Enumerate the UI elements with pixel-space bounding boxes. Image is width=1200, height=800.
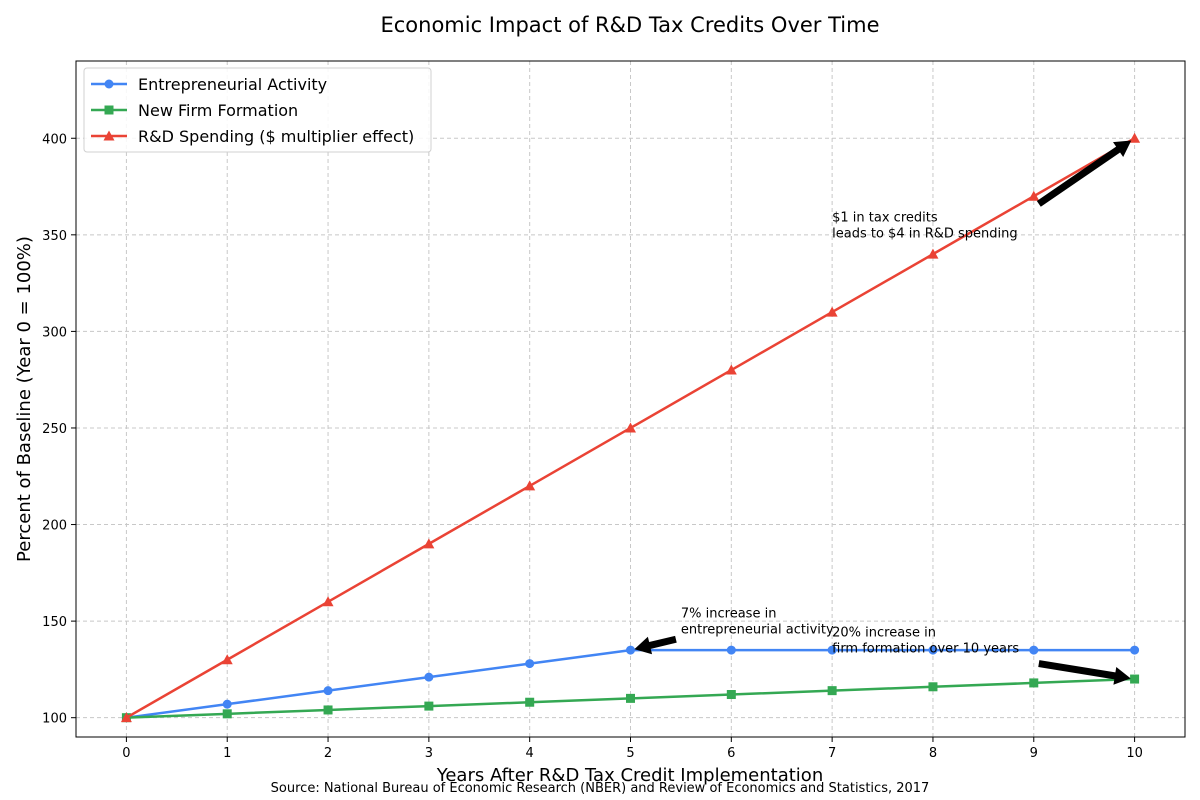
y-tick-label: 250 [42, 422, 67, 437]
data-point [626, 693, 635, 703]
data-point [424, 672, 434, 682]
x-tick-label: 0 [122, 746, 130, 761]
legend-item: Entrepreneurial Activity [91, 75, 327, 94]
source-note: Source: National Bureau of Economic Rese… [271, 781, 930, 796]
legend-label: New Firm Formation [138, 101, 298, 120]
data-point [323, 705, 333, 715]
data-point [1130, 645, 1140, 655]
data-point [525, 697, 535, 707]
data-point [1130, 674, 1140, 684]
data-point [221, 654, 233, 665]
x-tick-label: 9 [1030, 746, 1038, 761]
annotation-arrow [1036, 140, 1132, 207]
legend-item: R&D Spending ($ multiplier effect) [91, 127, 414, 146]
legend-box [83, 67, 432, 153]
x-tick-label: 2 [324, 746, 332, 761]
legend-label: Entrepreneurial Activity [138, 75, 327, 94]
annotation-text: 20% increase in [832, 626, 936, 641]
data-point [524, 480, 536, 491]
data-point [1029, 645, 1039, 655]
annotation-text: leads to $4 in R&D spending [832, 226, 1018, 241]
x-tick-label: 5 [626, 746, 634, 761]
y-tick-label: 350 [42, 229, 67, 244]
data-point [827, 686, 837, 696]
data-point [222, 699, 232, 709]
data-point [725, 364, 737, 375]
legend: Entrepreneurial Activity New Firm Formati… [83, 67, 432, 153]
y-tick-label: 400 [42, 132, 67, 147]
y-axis-label: Percent of Baseline (Year 0 = 100%) [14, 236, 35, 562]
x-tick-label: 7 [828, 746, 836, 761]
x-tick-label: 1 [223, 746, 231, 761]
series [120, 132, 1141, 723]
legend-label: R&D Spending ($ multiplier effect) [138, 127, 414, 146]
x-tick-label: 3 [425, 746, 433, 761]
data-point [1129, 132, 1141, 143]
data-point [827, 645, 837, 655]
y-tick-label: 100 [42, 712, 67, 727]
data-point [424, 701, 434, 711]
y-tick-label: 300 [42, 325, 67, 340]
data-point [423, 538, 435, 549]
data-point [525, 659, 535, 669]
data-point [826, 306, 838, 317]
axis-ticks: 0 1 2 3 4 5 6 7 8 9 10 100 150 200 250 300 350 400 [42, 132, 1143, 761]
legend-item: New Firm Formation [91, 101, 298, 120]
grid [76, 61, 1185, 737]
y-tick-label: 200 [42, 519, 67, 534]
x-tick-label: 10 [1126, 746, 1143, 761]
y-tick-label: 150 [42, 615, 67, 630]
data-point [323, 686, 333, 696]
chart-title: Economic Impact of R&D Tax Credits Over … [380, 13, 879, 37]
x-axis-label: Years After R&D Tax Credit Implementatio… [436, 765, 823, 786]
x-tick-label: 4 [526, 746, 534, 761]
annotation-arrow [1038, 660, 1131, 685]
data-point [928, 682, 938, 692]
data-point [625, 422, 636, 433]
data-point [726, 645, 736, 655]
annotation-text: firm formation over 10 years [832, 642, 1019, 657]
annotation-text: 7% increase in [681, 606, 777, 621]
legend-marker [104, 79, 114, 89]
x-tick-label: 8 [929, 746, 937, 761]
data-point [927, 248, 939, 259]
annotation-text: entrepreneurial activity [681, 622, 834, 637]
series-r-d-spending-multiplier-effect [120, 132, 1141, 723]
data-point [222, 709, 232, 719]
annotation-text: $1 in tax credits [832, 210, 938, 225]
data-point [626, 645, 635, 655]
data-point [726, 690, 736, 700]
data-point [1028, 190, 1040, 201]
legend-marker [103, 130, 115, 141]
data-point [928, 645, 938, 655]
annotation-arrow [634, 635, 677, 655]
legend-marker [104, 105, 114, 115]
data-point [1029, 678, 1039, 688]
data-point [120, 712, 132, 723]
data-point [322, 596, 334, 607]
x-tick-label: 6 [727, 746, 735, 761]
